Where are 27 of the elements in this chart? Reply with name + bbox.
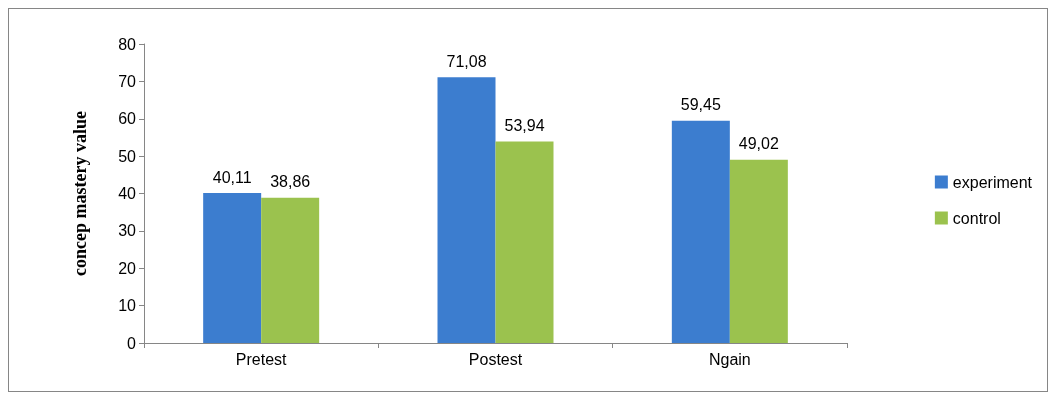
y-tick-label: 20 (118, 259, 137, 277)
data-label: 53,94 (504, 116, 545, 134)
bar (203, 193, 262, 343)
y-tick-label: 10 (118, 297, 137, 315)
legend-label: experiment (952, 173, 1033, 191)
data-label: 59,45 (680, 96, 721, 114)
x-tick-label: Postest (468, 350, 523, 368)
data-label: 40,11 (212, 168, 252, 186)
y-axis-title: concep mastery value (70, 111, 90, 276)
x-tick-label: Ngain (708, 350, 751, 368)
data-label: 38,86 (270, 173, 311, 191)
y-tick-label: 80 (118, 35, 137, 53)
y-tick-label: 0 (127, 334, 137, 352)
y-tick-label: 70 (118, 72, 137, 90)
y-tick-label: 40 (118, 185, 137, 202)
bar (495, 141, 554, 343)
legend-label: control (952, 209, 1001, 227)
y-tick-label: 50 (118, 147, 137, 165)
bar (437, 77, 496, 343)
y-tick-label: 60 (118, 110, 137, 128)
bar (729, 159, 788, 343)
bar (671, 120, 730, 343)
data-label: 71,08 (446, 52, 487, 70)
x-tick-label: Pretest (235, 350, 288, 368)
y-tick-label: 30 (118, 222, 137, 240)
data-label: 49,02 (738, 135, 779, 153)
bar (261, 197, 320, 343)
